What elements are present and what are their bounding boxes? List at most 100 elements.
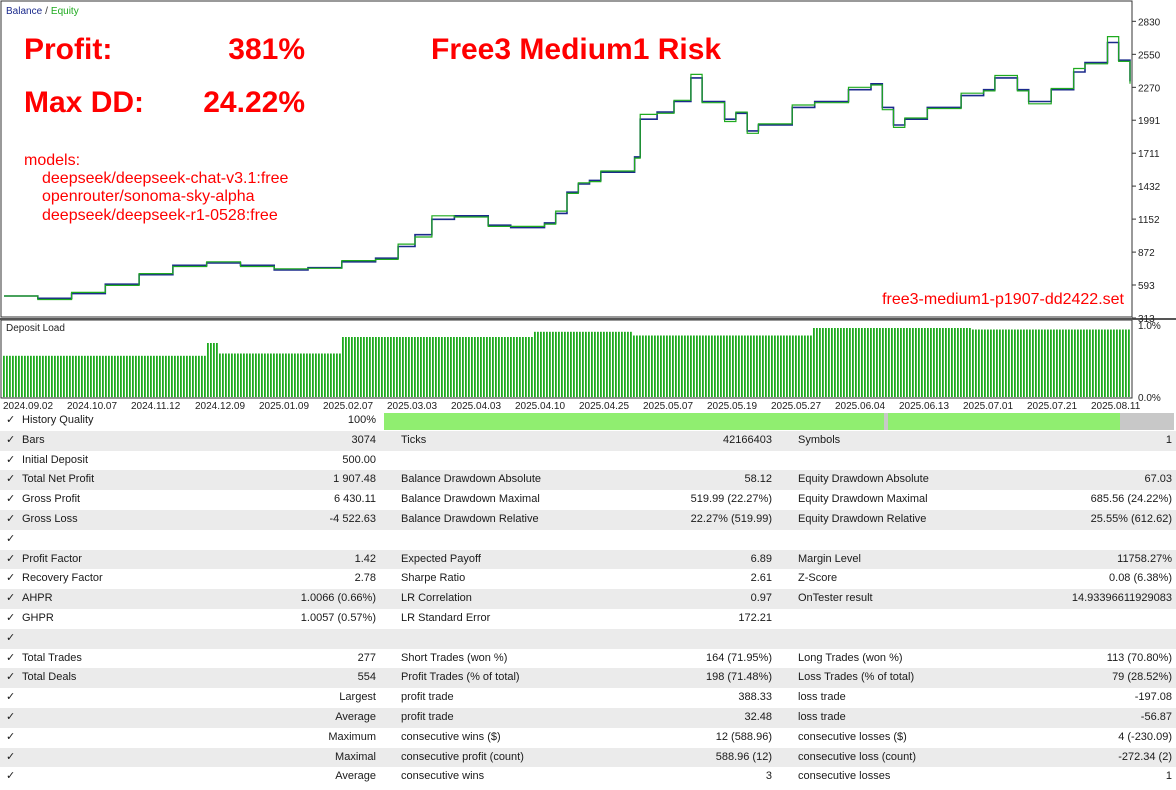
deposit-load-bar xyxy=(750,335,752,397)
stat-label: Equity Drawdown Relative xyxy=(798,512,927,525)
check-icon: ✓ xyxy=(6,512,16,525)
deposit-load-bar xyxy=(378,337,380,397)
deposit-load-bar xyxy=(474,337,476,397)
deposit-load-bar xyxy=(108,355,110,398)
stat-label: Bars xyxy=(22,433,45,446)
deposit-load-bar xyxy=(732,335,734,397)
deposit-load-bar xyxy=(897,328,899,397)
deposit-load-bar xyxy=(744,335,746,397)
deposit-load-bar xyxy=(18,355,20,398)
deposit-load-bar xyxy=(1020,329,1022,397)
deposit-load-bar xyxy=(861,328,863,397)
deposit-load-bar xyxy=(246,353,248,397)
deposit-load-bar xyxy=(1119,329,1121,397)
deposit-load-bar xyxy=(315,353,317,397)
deposit-load-bar xyxy=(45,355,47,398)
deposit-load-bar xyxy=(885,328,887,397)
deposit-load-bar xyxy=(819,328,821,397)
deposit-load-bar xyxy=(93,355,95,398)
xtick-label: 2025.02.07 xyxy=(323,401,373,411)
stat-label: consecutive wins ($) xyxy=(401,730,501,743)
stat-label: Profit Trades (% of total) xyxy=(401,671,520,684)
deposit-load-bar xyxy=(219,353,221,397)
xtick-label: 2025.05.19 xyxy=(707,401,757,411)
stat-label: consecutive losses ($) xyxy=(798,730,907,743)
deposit-load-bar xyxy=(414,337,416,397)
stat-label: Balance Drawdown Absolute xyxy=(401,473,542,486)
deposit-load-bar xyxy=(711,335,713,397)
deposit-load-bar xyxy=(12,355,14,398)
deposit-load-bar xyxy=(948,328,950,397)
deposit-load-bar xyxy=(1059,329,1061,397)
deposit-load-bar xyxy=(567,331,569,398)
deposit-load-bar xyxy=(933,328,935,397)
deposit-load-bar xyxy=(492,337,494,397)
deposit-load-bar xyxy=(360,337,362,397)
deposit-load-bar xyxy=(51,355,53,398)
deposit-load-bar xyxy=(252,353,254,397)
check-icon: ✓ xyxy=(6,552,16,565)
check-icon: ✓ xyxy=(6,691,16,704)
deposit-load-bar xyxy=(156,355,158,398)
deposit-load-bar xyxy=(387,337,389,397)
deposit-load-bar xyxy=(273,353,275,397)
xtick-label: 2025.04.03 xyxy=(451,401,501,411)
history-quality-value: 100% xyxy=(347,414,376,426)
stats-row: ✓ Average consecutive wins 3 consecutive los… xyxy=(0,767,1176,787)
deposit-load-bar xyxy=(987,329,989,397)
deposit-load-bar xyxy=(879,328,881,397)
deposit-load-bar xyxy=(759,335,761,397)
deposit-load-bar xyxy=(774,335,776,397)
deposit-load-bar xyxy=(84,355,86,398)
deposit-load-bar xyxy=(999,329,1001,397)
deposit-load-bar xyxy=(375,337,377,397)
deposit-load-bar xyxy=(966,328,968,397)
deposit-load-bar xyxy=(24,355,26,398)
deposit-load-bar xyxy=(813,328,815,397)
stat-value: -197.08 xyxy=(1134,691,1172,704)
history-quality-label: History Quality xyxy=(22,414,94,426)
stat-value: 388.33 xyxy=(738,691,772,704)
stat-label: loss trade xyxy=(798,691,846,704)
deposit-load-bar xyxy=(1095,329,1097,397)
deposit-load-bar xyxy=(798,335,800,397)
deposit-load-bar xyxy=(777,335,779,397)
deposit-load-bar xyxy=(477,337,479,397)
deposit-load-bar xyxy=(258,353,260,397)
deposit-load-bar xyxy=(975,329,977,397)
deposit-load-bar xyxy=(300,353,302,397)
deposit-load-bar xyxy=(456,337,458,397)
deposit-load-bar xyxy=(762,335,764,397)
stats-row: ✓ Initial Deposit 500.00 xyxy=(0,451,1176,471)
deposit-ytick-bottom: 0.0% xyxy=(1138,393,1161,404)
history-quality-bar-segment xyxy=(384,413,885,430)
deposit-load-bar xyxy=(180,355,182,398)
stat-value: 2.78 xyxy=(354,572,376,585)
deposit-load-bar xyxy=(228,353,230,397)
deposit-load-bar xyxy=(480,337,482,397)
profit-value: 381% xyxy=(228,33,305,66)
deposit-load-bar xyxy=(894,328,896,397)
deposit-load-bar xyxy=(435,337,437,397)
stat-value: 14.93396611929083 xyxy=(1071,592,1172,605)
deposit-load-bar xyxy=(696,335,698,397)
deposit-load-bar xyxy=(831,328,833,397)
stat-value: -4 522.63 xyxy=(329,512,376,525)
deposit-load-bar xyxy=(312,353,314,397)
ytick-label: 2270 xyxy=(1138,83,1161,94)
deposit-load-bar xyxy=(792,335,794,397)
deposit-load-bar xyxy=(834,328,836,397)
deposit-load-bar xyxy=(195,355,197,398)
deposit-load-bar xyxy=(981,329,983,397)
deposit-load-bar xyxy=(768,335,770,397)
deposit-load-bar xyxy=(3,355,5,398)
model-item-2: deepseek/deepseek-r1-0528:free xyxy=(42,207,278,224)
stat-value: 172.21 xyxy=(738,611,772,624)
stat-label: Total Trades xyxy=(22,651,82,664)
deposit-load-bar xyxy=(255,353,257,397)
stat-value: 11758.27% xyxy=(1117,552,1172,565)
deposit-load-bar xyxy=(570,331,572,398)
stat-value: 1.0066 (0.66%) xyxy=(300,592,376,605)
stat-value: 58.12 xyxy=(744,473,772,486)
stat-label: GHPR xyxy=(22,611,54,624)
